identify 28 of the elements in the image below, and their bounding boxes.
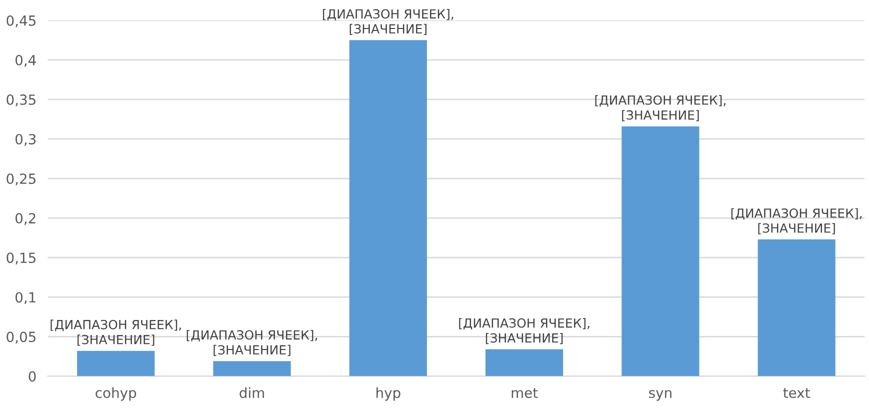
x-tick-label: cohyp [96,387,136,401]
bar [349,40,427,376]
y-tick-label: 0,05 [6,332,36,344]
x-tick-label: text [783,388,810,398]
x-tick-label: syn [649,390,672,401]
data-label: [ДИАПАЗОН ЯЧЕЕК], [ЗНАЧЕНИЕ] [50,320,181,346]
y-tick-label: 0,3 [16,134,36,146]
y-tick-label: 0,1 [16,292,36,304]
bar [77,350,155,376]
bar [485,349,564,376]
data-label: [ДИАПАЗОН ЯЧЕЕК], [ЗНАЧЕНИЕ] [595,95,726,122]
bar [622,126,700,376]
x-tick-label: dim [240,387,264,398]
bar [758,239,836,376]
y-tick-label: 0,35 [6,94,36,106]
data-label: [ДИАПАЗОН ЯЧЕЕК], [ЗНАЧЕНИЕ] [322,8,454,36]
data-label: [ДИАПАЗОН ЯЧЕЕК], [ЗНАЧЕНИЕ] [459,318,590,344]
data-label: [ДИАПАЗОН ЯЧЕЕК], [ЗНАЧЕНИЕ] [731,208,862,234]
x-tick-label: hyp [376,387,400,401]
bar [213,361,291,376]
data-label: [ДИАПАЗОН ЯЧЕЕК], [ЗНАЧЕНИЕ] [186,330,318,356]
x-tick-label: met [512,388,538,398]
y-tick-label: 0 [28,371,36,382]
y-tick-label: 0,4 [16,54,36,67]
y-tick-label: 0,45 [6,15,36,28]
y-tick-label: 0,25 [6,173,36,186]
y-tick-label: 0,15 [6,252,36,264]
y-tick-label: 0,2 [16,213,36,225]
